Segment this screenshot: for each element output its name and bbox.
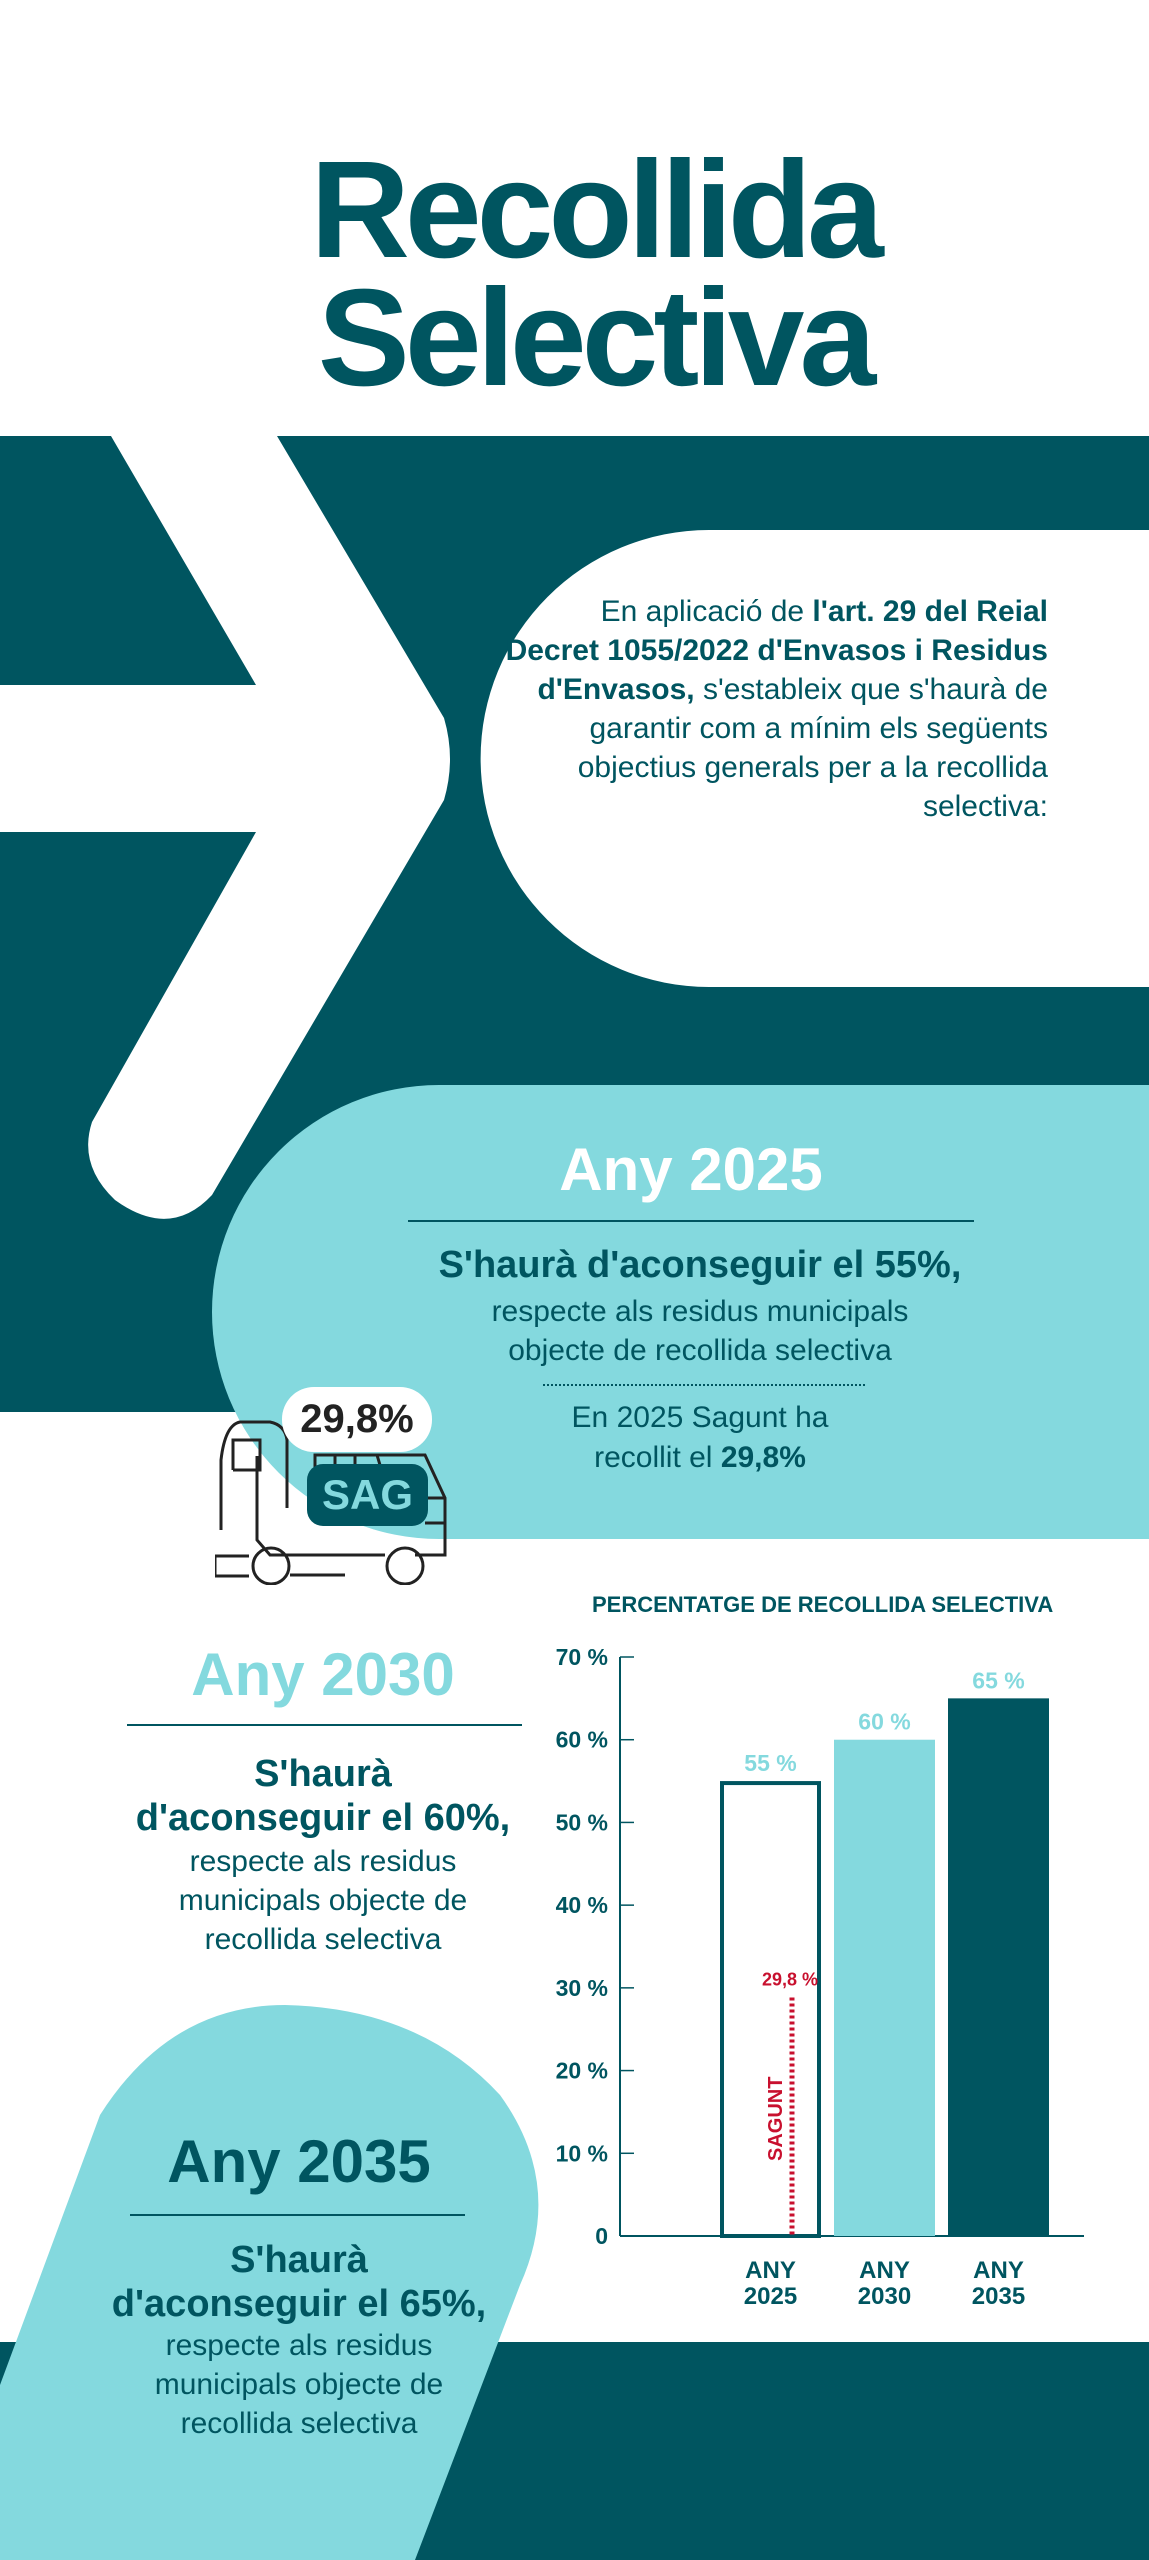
bar-value-label: 55 % [744, 1750, 796, 1776]
goal2025-note2: recollit el 29,8% [460, 1438, 940, 1477]
truck-label: SAG [307, 1464, 428, 1526]
goal2035-line3: recollida selectiva [180, 2407, 418, 2440]
bar [834, 1739, 935, 2236]
goal2035-blob [0, 2005, 539, 2560]
goal2030-title: Any 2030 [191, 1641, 455, 1708]
category-label: 2030 [858, 2283, 911, 2310]
bar [720, 1781, 821, 2238]
intro-part2: s'estableix que s'haurà de garantir com … [577, 673, 1048, 823]
intro-part1: En aplicació de [600, 595, 813, 628]
goal2030-line2: municipals objecte de [178, 1884, 468, 1917]
sagunt-series-label: SAGUNT [765, 2077, 787, 2161]
goal2030-line3: recollida selectiva [204, 1923, 442, 1956]
y-tick-label: 0 [595, 2223, 608, 2249]
category-label: 2035 [972, 2283, 1025, 2310]
goal2025-headline: S'haurà d'aconseguir el 55%, [438, 1244, 962, 1286]
y-tick-label: 50 % [556, 1809, 608, 1835]
y-tick-label: 70 % [556, 1644, 608, 1670]
bar-value-label: 60 % [858, 1709, 910, 1735]
y-tick-label: 60 % [556, 1727, 608, 1753]
intro-pill [480, 530, 1149, 987]
goal2035-line2: municipals objecte de [154, 2368, 444, 2401]
goal2025-line1: respecte als residus municipals [491, 1295, 909, 1328]
intro-text: En aplicació de l'art. 29 del Reial Decr… [500, 592, 1048, 826]
goal2025-pill [212, 1085, 1149, 1539]
arrow-shape [0, 436, 450, 1219]
category-label: ANY [745, 2257, 796, 2284]
note-prefix: recollit el [594, 1441, 721, 1474]
goal2030-line1: respecte als residus [189, 1845, 457, 1878]
bar-value-label: 65 % [972, 1667, 1024, 1693]
title-line2: Selectiva [317, 261, 876, 415]
goal2035-line1: respecte als residus [165, 2329, 433, 2362]
goal2025-line2: objecte de recollida selectiva [508, 1334, 892, 1367]
chart-title: PERCENTATGE DE RECOLLIDA SELECTIVA [592, 1592, 1054, 1617]
category-label: ANY [859, 2257, 910, 2284]
goal2025-note1: En 2025 Sagunt ha [571, 1401, 829, 1434]
goal2030-rule [127, 1724, 522, 1726]
goal2030-headline1: S'haurà [254, 1753, 392, 1795]
y-tick-label: 20 % [556, 2058, 608, 2084]
y-tick-label: 30 % [556, 1975, 608, 2001]
sagunt-value-label: 29,8 % [762, 1970, 818, 1990]
truck-bubble: 29,8% [282, 1387, 432, 1452]
goal2035-headline1: S'haurà [230, 2239, 368, 2281]
category-label: ANY [973, 2257, 1024, 2284]
bar [948, 1698, 1049, 2236]
goal2035-title: Any 2035 [167, 2128, 431, 2195]
y-tick-label: 40 % [556, 1892, 608, 1918]
goal2035-rule [130, 2214, 465, 2216]
goal2030-headline2: d'aconseguir el 60%, [135, 1797, 511, 1839]
dotted-divider [543, 1384, 865, 1386]
category-label: 2025 [744, 2283, 797, 2310]
y-tick-label: 10 % [556, 2140, 608, 2166]
intro-bold: l'art. 29 del Reial Decret 1055/2022 d'E… [505, 595, 1048, 706]
goal2025-rule [408, 1220, 974, 1222]
title-line1: Recollida [310, 133, 884, 287]
goal2025-title: Any 2025 [559, 1136, 823, 1203]
goal2035-headline2: d'aconseguir el 65%, [111, 2283, 487, 2325]
note-value: 29,8% [720, 1441, 806, 1474]
